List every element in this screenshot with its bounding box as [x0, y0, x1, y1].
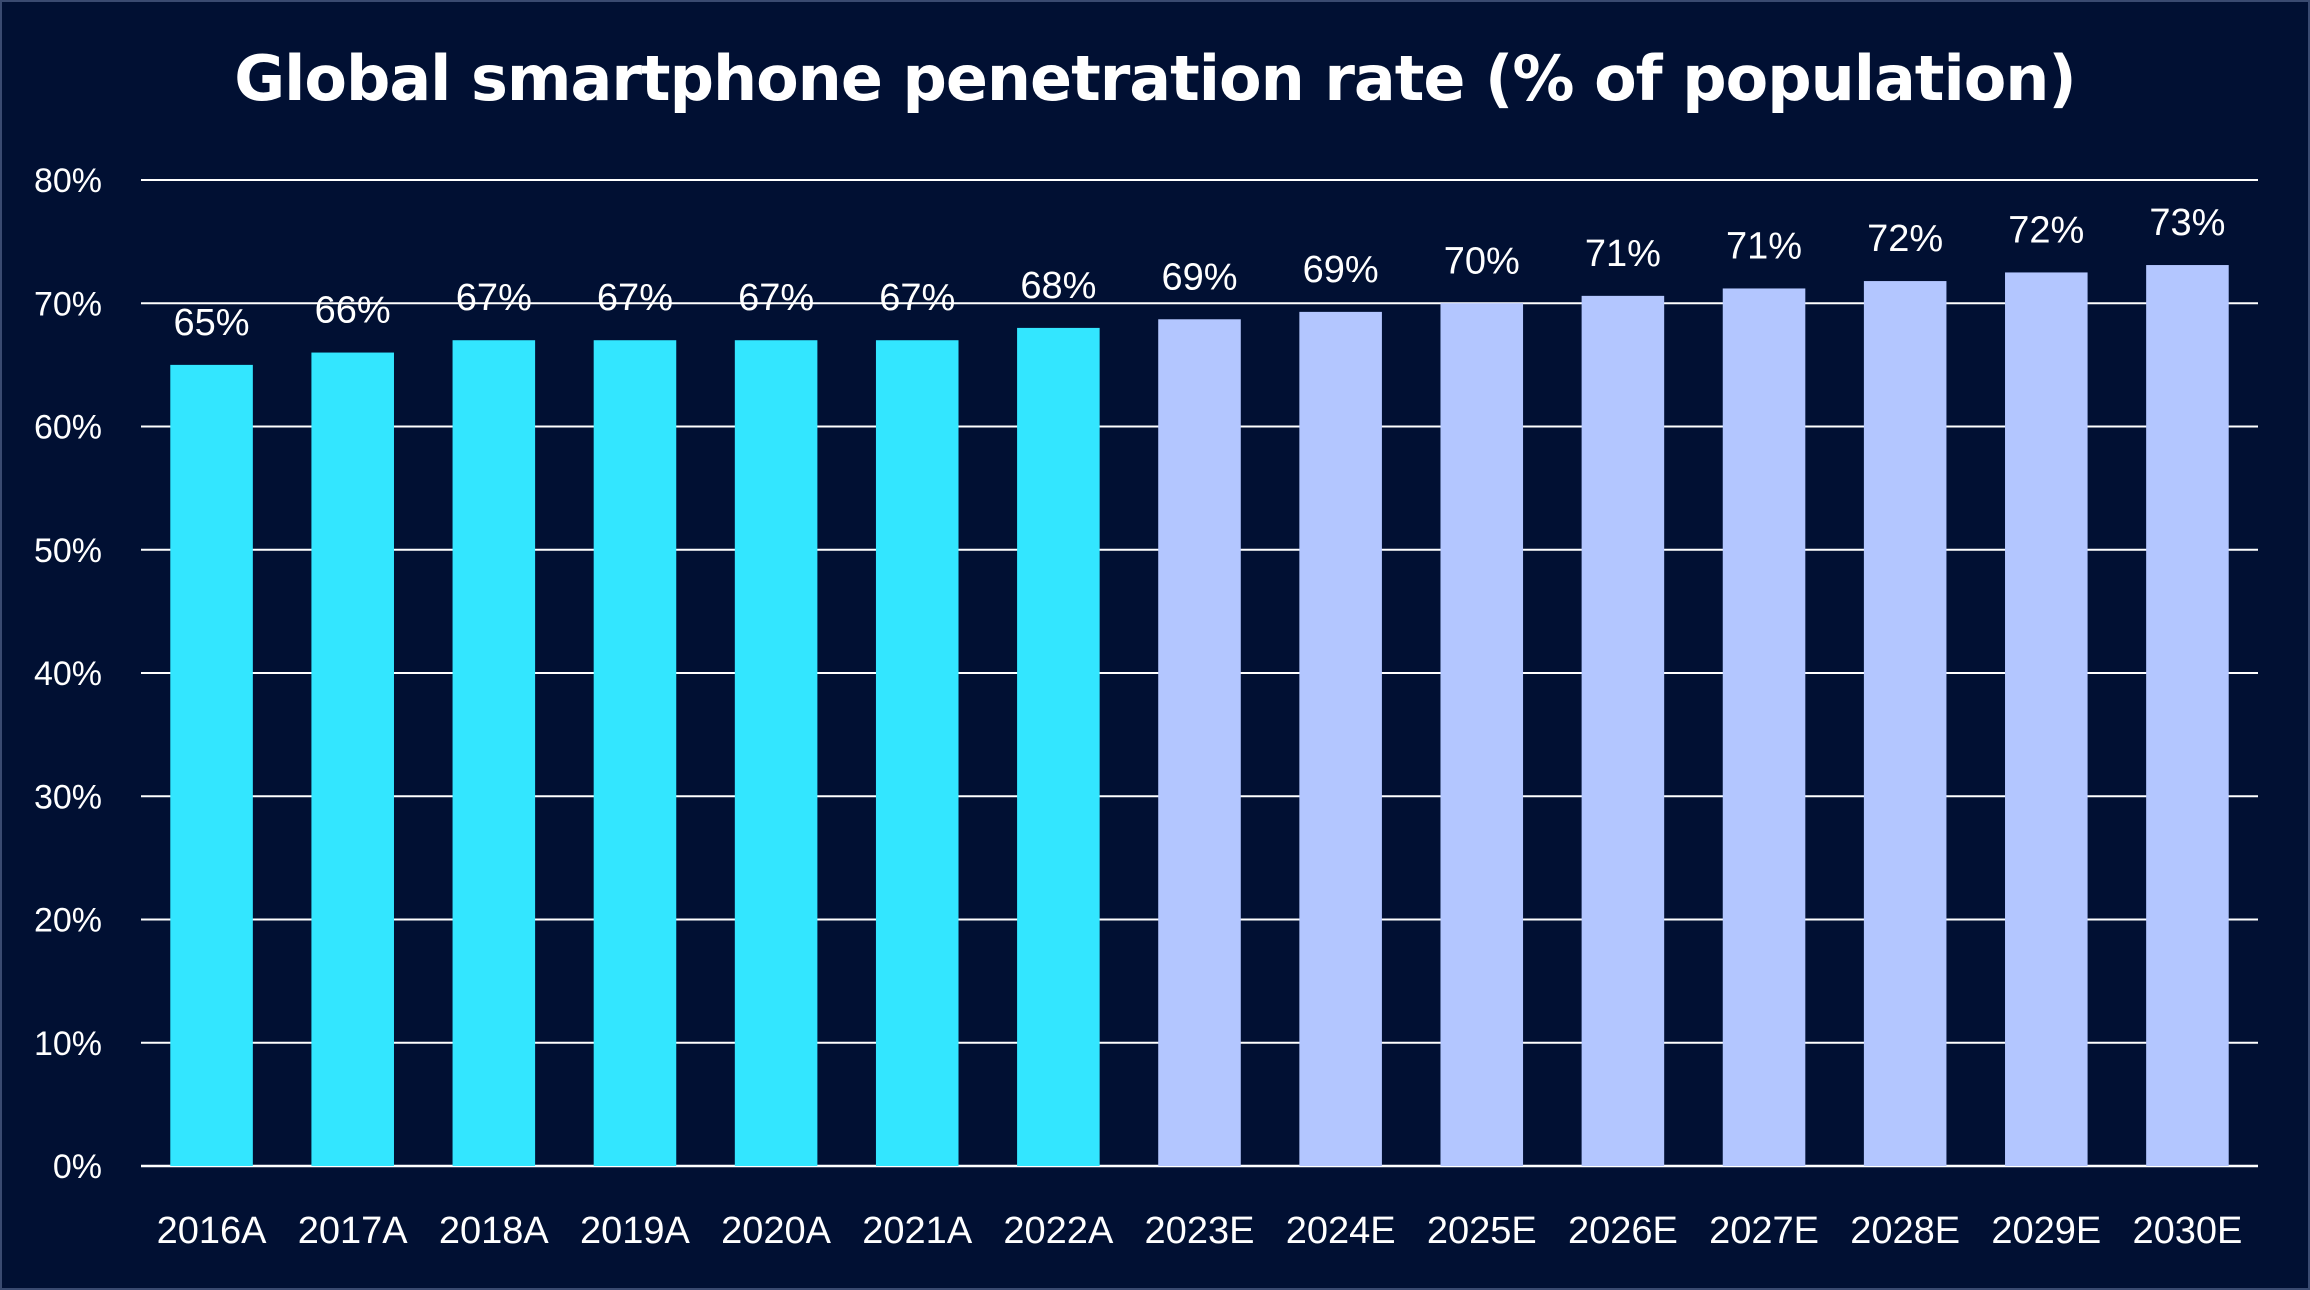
- y-tick-label: 30%: [34, 778, 102, 816]
- x-tick-label: 2016A: [157, 1210, 268, 1252]
- y-tick-label: 70%: [34, 285, 102, 323]
- data-label: 67%: [597, 277, 673, 319]
- x-tick-label: 2019A: [580, 1210, 691, 1252]
- bar: [1017, 327, 1100, 1166]
- bar: [1863, 281, 1947, 1166]
- x-tick-label: 2027E: [1709, 1210, 1819, 1252]
- bar: [875, 340, 959, 1167]
- data-label: 69%: [1161, 256, 1237, 298]
- data-label: 70%: [1444, 240, 1520, 282]
- x-tick-label: 2025E: [1427, 1210, 1537, 1252]
- data-label: 72%: [1867, 218, 1943, 260]
- bar: [1581, 295, 1665, 1167]
- bar: [311, 352, 394, 1166]
- x-tick-label: 2030E: [2132, 1210, 2242, 1252]
- y-tick-label: 0%: [53, 1148, 102, 1186]
- bar: [452, 340, 536, 1167]
- chart-title: Global smartphone penetration rate (% of…: [234, 42, 2077, 115]
- bar: [1299, 311, 1382, 1166]
- x-tick-label: 2022A: [1003, 1210, 1114, 1252]
- x-tick-label: 2018A: [439, 1210, 550, 1252]
- data-label: 71%: [1726, 225, 1802, 267]
- bar: [2146, 265, 2229, 1167]
- x-tick-label: 2017A: [298, 1210, 409, 1252]
- x-tick-label: 2026E: [1568, 1210, 1678, 1252]
- y-tick-label: 20%: [34, 902, 102, 940]
- bar: [734, 340, 818, 1167]
- data-label: 67%: [456, 277, 532, 319]
- data-label: 65%: [174, 302, 250, 344]
- x-tick-label: 2020A: [721, 1210, 832, 1252]
- data-label: 69%: [1303, 249, 1379, 291]
- y-tick-label: 60%: [34, 409, 102, 447]
- data-label: 73%: [2149, 202, 2225, 244]
- x-tick-label: 2023E: [1145, 1210, 1255, 1252]
- y-tick-label: 40%: [34, 655, 102, 693]
- data-label: 66%: [315, 290, 391, 332]
- bar: [170, 364, 253, 1166]
- x-tick-label: 2021A: [862, 1210, 973, 1252]
- bar: [1440, 303, 1524, 1166]
- bar: [1722, 288, 1806, 1167]
- data-label: 71%: [1585, 233, 1661, 275]
- y-tick-label: 10%: [34, 1025, 102, 1063]
- x-tick-label: 2028E: [1850, 1210, 1960, 1252]
- data-label: 68%: [1020, 265, 1096, 307]
- data-label: 67%: [738, 277, 814, 319]
- y-tick-label: 50%: [34, 532, 102, 570]
- bar: [593, 340, 677, 1167]
- x-tick-label: 2024E: [1286, 1210, 1396, 1252]
- y-tick-label: 80%: [34, 162, 102, 200]
- bar: [2005, 272, 2088, 1166]
- data-label: 72%: [2008, 209, 2084, 251]
- bar: [1158, 319, 1241, 1167]
- data-label: 67%: [879, 277, 955, 319]
- x-tick-label: 2029E: [1991, 1210, 2101, 1252]
